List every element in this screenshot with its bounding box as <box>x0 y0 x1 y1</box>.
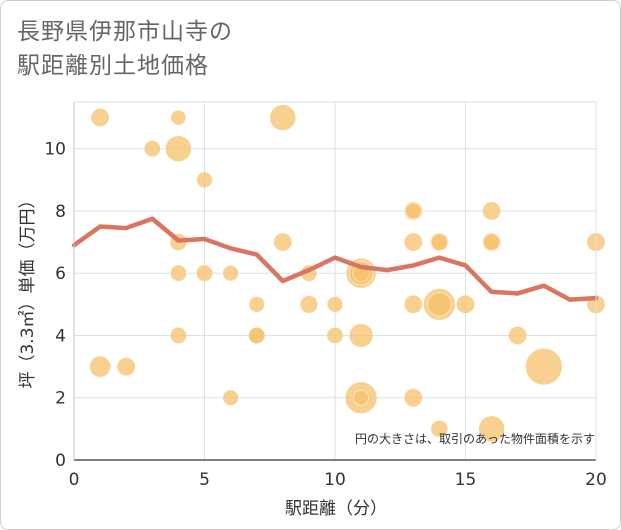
chart-title-line-1: 長野県伊那市山寺の <box>17 19 233 45</box>
bubble-15 <box>248 326 266 345</box>
bubble-16 <box>269 104 297 131</box>
y-tick-label-3: 6 <box>55 264 66 284</box>
bubble-39 <box>482 201 502 221</box>
bubble-36 <box>427 292 452 317</box>
series-line-0 <box>71 216 599 302</box>
bubble-41 <box>482 233 501 251</box>
bubble-25 <box>348 323 374 348</box>
bubble-37 <box>430 419 449 438</box>
bubble-30 <box>403 232 423 252</box>
axes: 0 5 10 15 20 0 2 4 6 8 10 <box>44 101 607 490</box>
x-tick-label-2: 10 <box>324 470 346 490</box>
bubble-9 <box>196 171 213 189</box>
y-tick-label-2: 4 <box>55 326 66 346</box>
bubble-38 <box>455 294 476 314</box>
bubble-11 <box>222 264 239 282</box>
bubble-20 <box>326 296 344 313</box>
bubble-34 <box>430 233 449 251</box>
bubble-17 <box>273 232 293 252</box>
bubble-8 <box>169 326 188 345</box>
x-tick-label-3: 15 <box>455 470 477 490</box>
x-tick-label-0: 0 <box>69 470 80 490</box>
chart-title-line-2: 駅距離別土地価格 <box>17 53 209 79</box>
bubble-31 <box>403 294 423 314</box>
bubble-7 <box>169 264 188 282</box>
y-tick-label-1: 2 <box>55 389 66 409</box>
bubble-0 <box>90 107 110 128</box>
bubble-4 <box>170 109 187 126</box>
series-lines <box>71 216 599 302</box>
bubble-12 <box>222 389 239 407</box>
bubble-13 <box>248 296 265 313</box>
bubbles <box>89 104 606 443</box>
bubble-43 <box>508 325 528 346</box>
bubble-29 <box>405 202 422 220</box>
y-tick-label-4: 8 <box>55 202 66 222</box>
bubble-2 <box>116 357 136 377</box>
bubble-19 <box>299 295 319 314</box>
bubble-32 <box>403 388 423 408</box>
y-axis-title: 坪（3.3㎡）単価（万円） <box>18 191 38 388</box>
y-tick-label-0: 0 <box>55 451 66 471</box>
x-tick-label-1: 5 <box>199 470 210 490</box>
chart-title: 長野県伊那市山寺の 駅距離別土地価格 <box>17 15 233 83</box>
x-axis-title: 駅距離（分） <box>285 499 387 519</box>
bubble-1 <box>89 355 112 378</box>
bubble-44 <box>525 347 563 386</box>
bubble-27 <box>353 389 370 406</box>
bubble-10 <box>195 264 214 282</box>
bubble-5 <box>165 135 192 163</box>
y-tick-label-5: 10 <box>44 140 66 160</box>
bubble-21 <box>326 326 344 345</box>
bubble-3 <box>143 140 161 158</box>
size-note: 円の大きさは、取引のあった物件面積を示す <box>355 431 595 446</box>
x-tick-label-4: 20 <box>585 470 607 490</box>
bubble-42 <box>478 415 505 443</box>
